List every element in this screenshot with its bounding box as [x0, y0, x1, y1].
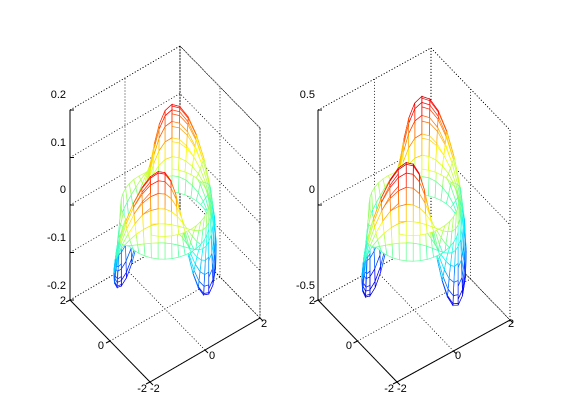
surface-patch — [421, 137, 430, 157]
surface-patch — [419, 243, 428, 262]
surface-patch — [398, 221, 407, 236]
surface-patch — [178, 176, 187, 196]
y-tick — [105, 340, 111, 344]
surface-patch — [171, 224, 180, 237]
surface-patch — [164, 242, 173, 260]
grid-line — [317, 47, 511, 131]
y-tick-label: 2 — [309, 295, 315, 307]
z-tick-label: -0.1 — [47, 232, 66, 244]
surface-patch — [143, 242, 152, 259]
surface-patch — [391, 242, 400, 261]
surface-patch — [405, 186, 414, 206]
surface-patch — [157, 172, 166, 183]
surface-patch — [412, 221, 421, 236]
surface-patch — [157, 208, 166, 225]
x-tick-label: 0 — [455, 350, 461, 362]
surface-patch — [164, 208, 173, 226]
grid-line — [69, 45, 261, 129]
surface-patch — [171, 156, 180, 171]
grid-line — [69, 92, 261, 176]
surface-patch — [157, 193, 166, 210]
surface-patch — [157, 242, 166, 260]
surface-patch — [405, 221, 414, 236]
x-tick-label: 0 — [209, 350, 215, 362]
x-tick-label: -2 — [150, 383, 160, 395]
surface-patch — [171, 141, 180, 159]
surface-patch — [132, 186, 143, 205]
y-tick-label: 0 — [346, 340, 352, 352]
y-tick — [353, 340, 358, 344]
x-tick — [259, 317, 264, 322]
x-tick — [509, 319, 514, 324]
surface-patch — [380, 179, 391, 199]
y-tick-label: 0 — [98, 340, 104, 352]
x-tick — [396, 381, 401, 386]
grid-line — [179, 45, 261, 129]
surface-patch — [405, 242, 414, 262]
surface-patch — [398, 203, 407, 223]
grid-line — [109, 87, 221, 342]
subplot-right: -0.5 0 0.5 -2 0 2 -2 0 2 — [296, 47, 514, 395]
axes-front-left — [65, 109, 264, 386]
x-tick — [204, 349, 209, 354]
z-tick-label: 0.5 — [300, 89, 315, 101]
surface-patch — [419, 222, 428, 236]
axes-front-right — [313, 109, 514, 386]
surface-patch — [428, 177, 437, 199]
x-tick-label: -2 — [397, 383, 407, 395]
z-tick-label: 0 — [60, 184, 66, 196]
z-tick-label: -0.5 — [296, 280, 315, 292]
subplot-left: -0.2 -0.1 0 0.1 0.2 -2 0 2 -2 0 2 — [47, 45, 267, 395]
grid-line — [69, 46, 181, 301]
y-tick — [313, 299, 319, 303]
surface-patch — [150, 208, 159, 225]
z-tick-label: 0.2 — [51, 89, 66, 101]
y-tick — [65, 299, 71, 303]
grid-line — [69, 187, 261, 271]
surface-left — [113, 103, 217, 296]
surface-patch — [405, 163, 414, 175]
surface-patch — [412, 204, 421, 224]
surface-right — [361, 95, 467, 307]
y-tick — [392, 381, 398, 385]
x-tick — [149, 381, 154, 386]
surface-patch — [177, 244, 186, 258]
y-tick-label: 2 — [60, 295, 66, 307]
y-tick-label: -2 — [137, 383, 147, 395]
surface-patch — [171, 243, 180, 260]
surface-patch — [164, 223, 173, 237]
x-tick-label: 2 — [508, 318, 514, 330]
surface-patch — [452, 294, 459, 305]
surface-patch — [405, 204, 414, 223]
x-tick-label: 2 — [261, 318, 267, 330]
surface-patch — [425, 245, 434, 260]
surface-patch — [157, 223, 166, 237]
grid-line — [69, 140, 261, 224]
grid-line — [357, 89, 471, 342]
surface-patch — [412, 242, 421, 262]
z-tick-label: 0 — [309, 184, 315, 196]
y-tick-label: -2 — [384, 383, 394, 395]
surface-patch — [150, 242, 159, 260]
tick-labels-left: -0.2 -0.1 0 0.1 0.2 -2 0 2 -2 0 2 — [47, 89, 267, 395]
tick-labels-right: -0.5 0 0.5 -2 0 2 -2 0 2 — [296, 89, 514, 395]
y-tick — [145, 381, 151, 385]
surface-patch — [405, 172, 414, 189]
x-tick — [453, 350, 457, 355]
surface-patch — [398, 242, 407, 262]
z-tick-label: 0.1 — [51, 137, 66, 149]
grid-line — [374, 79, 454, 352]
z-tick-label: -0.2 — [47, 280, 66, 292]
surface-patch — [157, 180, 166, 195]
grid-line — [317, 142, 511, 226]
surface-patch — [421, 154, 430, 171]
